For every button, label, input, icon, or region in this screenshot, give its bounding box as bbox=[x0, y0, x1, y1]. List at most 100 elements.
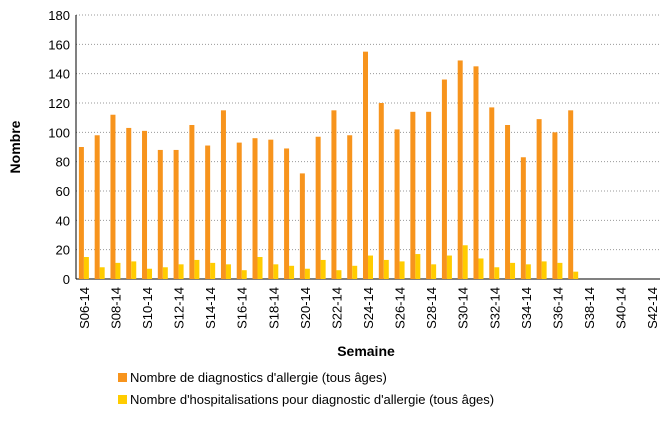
bar bbox=[189, 125, 195, 279]
x-tick-label: S18-14 bbox=[266, 287, 281, 329]
legend-swatch bbox=[118, 395, 127, 404]
x-tick-label: S08-14 bbox=[108, 287, 123, 329]
x-tick-label: S30-14 bbox=[456, 287, 471, 329]
bar bbox=[147, 268, 153, 279]
bar bbox=[568, 110, 574, 279]
bar bbox=[210, 262, 216, 279]
y-tick-label: 140 bbox=[48, 67, 70, 82]
y-tick-label: 60 bbox=[56, 184, 70, 199]
x-tick-label: S24-14 bbox=[361, 287, 376, 329]
bar bbox=[268, 139, 274, 279]
bar bbox=[399, 261, 405, 279]
bar bbox=[415, 254, 421, 279]
bar bbox=[205, 145, 211, 279]
bar bbox=[99, 267, 105, 279]
bar bbox=[505, 125, 511, 279]
legend-label: Nombre d'hospitalisations pour diagnosti… bbox=[130, 392, 494, 407]
x-tick-label: S16-14 bbox=[235, 287, 250, 329]
bar bbox=[368, 255, 373, 279]
bar bbox=[557, 262, 563, 279]
y-tick-label: 80 bbox=[56, 155, 70, 170]
bar bbox=[426, 111, 432, 279]
bar bbox=[220, 110, 226, 279]
y-tick-label: 180 bbox=[48, 8, 70, 23]
x-tick-label: S32-14 bbox=[487, 287, 502, 329]
bar bbox=[347, 135, 353, 279]
x-tick-label: S40-14 bbox=[614, 287, 629, 329]
x-tick-label: S28-14 bbox=[424, 287, 439, 329]
x-axis-label: Semaine bbox=[337, 343, 395, 359]
bar bbox=[441, 79, 447, 280]
x-tick-label: S10-14 bbox=[140, 287, 155, 329]
y-tick-label: 100 bbox=[48, 125, 70, 140]
bar bbox=[478, 258, 484, 279]
bar bbox=[284, 148, 290, 279]
bar bbox=[536, 119, 542, 279]
x-tick-label: S36-14 bbox=[550, 287, 565, 329]
bar bbox=[446, 255, 452, 279]
y-tick-label: 120 bbox=[48, 96, 70, 111]
bar bbox=[94, 135, 100, 279]
bar bbox=[394, 129, 400, 279]
bar bbox=[110, 114, 116, 279]
x-tick-label: S20-14 bbox=[298, 287, 313, 329]
bar bbox=[178, 264, 184, 279]
y-tick-label: 0 bbox=[63, 272, 70, 287]
bar bbox=[363, 51, 368, 279]
x-tick-label: S14-14 bbox=[203, 287, 218, 329]
bar bbox=[473, 66, 479, 279]
bar bbox=[462, 245, 468, 279]
bar bbox=[142, 130, 148, 279]
bar bbox=[126, 127, 132, 279]
bar bbox=[573, 271, 579, 279]
bar bbox=[273, 264, 279, 279]
bar bbox=[315, 136, 321, 279]
x-tick-label: S12-14 bbox=[172, 287, 187, 329]
bar bbox=[194, 259, 200, 279]
y-tick-label: 160 bbox=[48, 37, 70, 52]
y-tick-label: 20 bbox=[56, 243, 70, 258]
bar bbox=[78, 147, 84, 279]
bar bbox=[457, 60, 463, 279]
bar bbox=[236, 142, 242, 279]
bar bbox=[489, 107, 495, 280]
bar bbox=[494, 267, 500, 279]
bar bbox=[299, 173, 305, 279]
bar bbox=[289, 265, 295, 279]
bar bbox=[304, 268, 310, 279]
x-tick-label: S26-14 bbox=[393, 287, 408, 329]
bar bbox=[383, 259, 389, 279]
legend-label: Nombre de diagnostics d'allergie (tous â… bbox=[130, 370, 387, 385]
bar bbox=[173, 149, 179, 279]
bar bbox=[252, 138, 258, 279]
bar bbox=[378, 103, 384, 279]
bar bbox=[336, 270, 342, 279]
bar bbox=[83, 257, 89, 279]
bar bbox=[257, 257, 263, 279]
bar bbox=[131, 261, 137, 279]
bar bbox=[520, 157, 526, 279]
bar bbox=[157, 149, 163, 279]
bar bbox=[162, 267, 168, 279]
legend-swatch bbox=[118, 373, 127, 382]
bar bbox=[510, 262, 516, 279]
bar bbox=[541, 261, 547, 279]
bar bbox=[410, 111, 416, 279]
x-tick-label: S22-14 bbox=[329, 287, 344, 329]
bar bbox=[115, 262, 121, 279]
bar bbox=[552, 132, 558, 279]
bar bbox=[320, 259, 326, 279]
x-tick-label: S42-14 bbox=[645, 287, 660, 329]
bar bbox=[525, 264, 531, 279]
y-tick-label: 40 bbox=[56, 213, 70, 228]
bar bbox=[352, 265, 358, 279]
bar bbox=[225, 264, 231, 279]
x-tick-label: S38-14 bbox=[582, 287, 597, 329]
bar bbox=[241, 270, 247, 279]
x-tick-label: S34-14 bbox=[519, 287, 534, 329]
y-axis-label: Nombre bbox=[7, 120, 23, 173]
bar bbox=[331, 110, 337, 279]
x-tick-label: S06-14 bbox=[77, 287, 92, 329]
